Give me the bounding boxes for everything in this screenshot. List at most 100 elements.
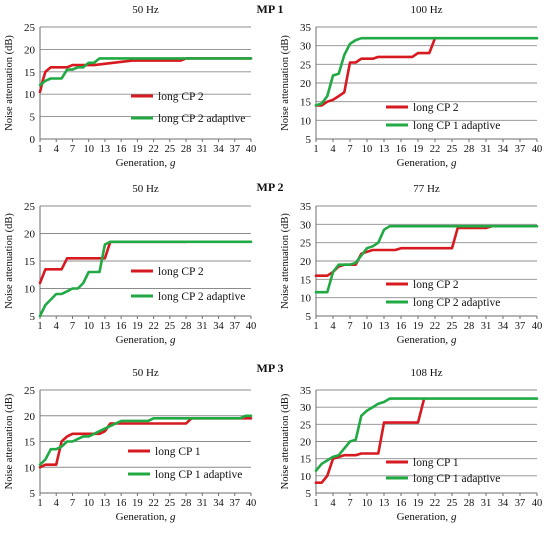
x-tick-label: 34 bbox=[498, 498, 509, 509]
x-tick-label: 4 bbox=[54, 144, 60, 155]
x-tick-label: 10 bbox=[83, 321, 94, 332]
y-tick-label: 10 bbox=[24, 89, 36, 101]
y-axis-label: Noise attenuation (dB) bbox=[4, 393, 15, 489]
y-tick-label: 25 bbox=[300, 59, 312, 71]
x-tick-label: 4 bbox=[54, 321, 60, 332]
y-axis-label: Noise attenuation (dB) bbox=[4, 35, 15, 131]
y-tick-label: 20 bbox=[300, 78, 312, 90]
legend-label: long CP 1 adaptive bbox=[155, 469, 242, 481]
x-tick-label: 19 bbox=[132, 144, 143, 155]
x-tick-label: 37 bbox=[230, 498, 241, 509]
x-tick-label: 37 bbox=[515, 498, 526, 509]
x-tick-label: 37 bbox=[230, 321, 241, 332]
y-tick-label: 20 bbox=[300, 256, 312, 268]
x-axis-label-text: Generation, bbox=[397, 334, 451, 346]
chart-title: 50 Hz bbox=[132, 183, 159, 195]
y-tick-label: 25 bbox=[24, 22, 36, 34]
y-tick-label: 30 bbox=[300, 219, 312, 231]
y-tick-label: 15 bbox=[24, 67, 36, 79]
x-axis-label-text: Generation, bbox=[397, 157, 451, 169]
x-tick-label: 10 bbox=[362, 144, 373, 155]
chart-panel-6: 108 Hz 5 10 15 20 25 30 35 1 4 7 10 13 16 19 22 25 28 31 34… bbox=[280, 367, 542, 523]
row-label-1: MP 1 bbox=[257, 2, 284, 16]
x-tick-label: 31 bbox=[481, 321, 492, 332]
series-line-2 bbox=[314, 397, 539, 473]
x-axis-label-text: Generation, bbox=[116, 511, 170, 523]
y-tick-label: 15 bbox=[300, 454, 312, 466]
x-tick-label: 37 bbox=[230, 144, 241, 155]
x-tick-label: 22 bbox=[148, 144, 159, 155]
y-tick-label: 5 bbox=[306, 311, 312, 323]
chart-title: 100 Hz bbox=[410, 4, 442, 16]
x-tick-label: 10 bbox=[362, 498, 373, 509]
x-tick-label: 13 bbox=[100, 498, 111, 509]
x-tick-label: 40 bbox=[532, 498, 543, 509]
x-tick-label: 13 bbox=[100, 144, 111, 155]
y-tick-label: 30 bbox=[300, 402, 312, 414]
y-tick-label: 20 bbox=[24, 44, 36, 56]
x-axis-label-text: Generation, bbox=[116, 157, 170, 169]
x-axis-label: Generation, g bbox=[397, 511, 457, 523]
x-tick-label: 31 bbox=[481, 498, 492, 509]
y-tick-label: 20 bbox=[24, 229, 36, 241]
x-tick-label: 22 bbox=[430, 498, 441, 509]
x-axis-label-text: Generation, bbox=[397, 511, 451, 523]
x-tick-label: 25 bbox=[165, 144, 176, 155]
x-tick-label: 25 bbox=[447, 498, 458, 509]
x-tick-label: 40 bbox=[246, 321, 257, 332]
series-line-1 bbox=[38, 240, 188, 285]
y-tick-label: 15 bbox=[300, 274, 312, 286]
legend-label: long CP 1 bbox=[155, 446, 201, 458]
legend-label: long CP 2 adaptive bbox=[158, 291, 245, 303]
chart-title: 108 Hz bbox=[410, 367, 442, 379]
x-tick-label: 40 bbox=[246, 498, 257, 509]
series-line-1 bbox=[314, 224, 494, 278]
x-tick-label: 19 bbox=[413, 321, 424, 332]
chart-panel-5: 50 Hz 5 10 15 20 25 1 4 7 10 13 16 19 22 25 28 31 34 37 40 G… bbox=[4, 367, 256, 523]
x-tick-label: 13 bbox=[379, 498, 390, 509]
x-tick-label: 1 bbox=[37, 144, 42, 155]
x-tick-label: 7 bbox=[347, 321, 352, 332]
x-tick-label: 34 bbox=[213, 144, 224, 155]
x-tick-label: 34 bbox=[213, 321, 224, 332]
y-tick-label: 5 bbox=[306, 134, 312, 146]
x-axis-label-var: g bbox=[451, 157, 457, 169]
legend-label: long CP 1 bbox=[413, 457, 459, 469]
y-tick-label: 15 bbox=[24, 437, 36, 449]
y-tick-label: 20 bbox=[300, 437, 312, 449]
y-tick-label: 10 bbox=[24, 284, 36, 296]
x-tick-label: 4 bbox=[54, 498, 60, 509]
legend-label: long CP 2 adaptive bbox=[413, 297, 500, 309]
x-tick-label: 22 bbox=[430, 144, 441, 155]
x-tick-label: 37 bbox=[515, 144, 526, 155]
y-tick-label: 5 bbox=[30, 311, 36, 323]
x-tick-label: 10 bbox=[83, 498, 94, 509]
x-axis-label: Generation, g bbox=[116, 511, 176, 523]
x-tick-label: 1 bbox=[37, 498, 42, 509]
x-tick-label: 4 bbox=[330, 144, 336, 155]
y-tick-label: 15 bbox=[24, 256, 36, 268]
x-tick-label: 40 bbox=[532, 321, 543, 332]
x-tick-label: 22 bbox=[430, 321, 441, 332]
series-line-2 bbox=[314, 224, 539, 294]
x-axis-label-var: g bbox=[170, 157, 176, 169]
x-tick-label: 25 bbox=[165, 498, 176, 509]
y-tick-label: 35 bbox=[300, 385, 312, 397]
y-tick-label: 5 bbox=[306, 488, 312, 500]
legend-label: long CP 2 adaptive bbox=[158, 113, 245, 125]
chart-title: 50 Hz bbox=[132, 367, 159, 379]
x-tick-label: 22 bbox=[148, 321, 159, 332]
x-axis-label: Generation, g bbox=[397, 157, 457, 169]
y-tick-label: 10 bbox=[300, 115, 312, 127]
x-tick-label: 16 bbox=[396, 144, 407, 155]
x-tick-label: 4 bbox=[330, 498, 336, 509]
y-tick-label: 30 bbox=[300, 41, 312, 53]
x-tick-label: 28 bbox=[464, 321, 475, 332]
y-axis-label: Noise attenuation (dB) bbox=[280, 35, 291, 131]
legend-label: long CP 1 adaptive bbox=[413, 473, 500, 485]
y-tick-label: 10 bbox=[300, 471, 312, 483]
x-tick-label: 16 bbox=[116, 144, 127, 155]
x-tick-label: 10 bbox=[83, 144, 94, 155]
